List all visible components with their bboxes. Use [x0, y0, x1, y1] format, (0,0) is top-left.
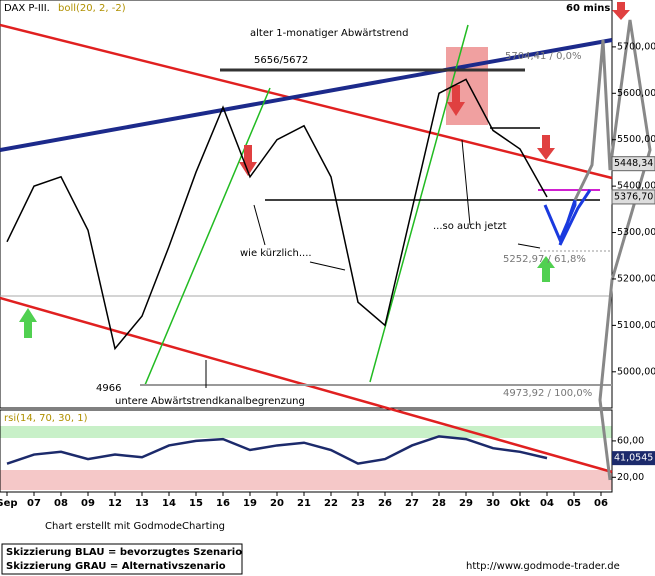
rsi-label: rsi(14, 70, 30, 1): [4, 413, 88, 424]
x-tick-label: 16: [216, 498, 230, 509]
price-tag-box: [611, 156, 655, 172]
annotation: alter 1-monatiger Abwärtstrend: [250, 28, 408, 39]
x-tick-label: 15: [189, 498, 203, 509]
x-tick-label: 30: [486, 498, 500, 509]
annotation: 4973,92 / 100,0%: [503, 388, 592, 399]
rsi-oversold-band: [0, 470, 612, 490]
footer: Skizzierung GRAU = Alternativszenario: [6, 561, 226, 572]
y2-tick-label: 20,00: [617, 472, 644, 483]
price-tag: 5448,34: [614, 158, 653, 169]
footer: Chart erstellt mit GodmodeCharting: [45, 521, 225, 532]
annotation: 5252,97 / 61,8%: [503, 254, 586, 265]
x-tick-label: 19: [243, 498, 257, 509]
x-tick-label: 14: [162, 498, 176, 509]
x-tick-label: 09: [81, 498, 95, 509]
annotation: 5656/5672: [254, 55, 308, 66]
y-tick-label: 5400,00: [617, 181, 655, 192]
rsi-line: [6, 435, 548, 465]
x-tick-label: 13: [135, 498, 149, 509]
x-tick-label: 04: [540, 498, 554, 509]
price-panel: [0, 0, 613, 409]
annotation: ...so auch jetzt: [433, 221, 507, 232]
footer: Skizzierung BLAU = bevorzugtes Szenario: [6, 547, 242, 558]
x-tick-label: 27: [405, 498, 419, 509]
x-tick-label: 26: [378, 498, 392, 509]
x-tick-label: 22: [324, 498, 338, 509]
x-tick-label: 07: [27, 498, 41, 509]
green-trend: [144, 87, 271, 386]
downtrend-line: [0, 23, 613, 180]
rsi-overbought-band: [0, 426, 612, 438]
arrows: [239, 2, 630, 176]
timeframe: 60 mins: [566, 3, 610, 14]
x-tick-label: 12: [108, 498, 122, 509]
legend-box: [1, 543, 243, 575]
x-tick-label: 29: [459, 498, 473, 509]
x-tick-label: 28: [432, 498, 446, 509]
y-tick-label: 5500,00: [617, 134, 655, 145]
annotation: wie kürzlich....: [240, 248, 312, 259]
y-tick-label: 5100,00: [617, 320, 655, 331]
uptrend-line: [0, 38, 613, 152]
arrows: [19, 256, 555, 338]
gray-scenario: [573, 19, 652, 481]
x-tick-label: Sep: [0, 498, 18, 509]
x-tick-label: 06: [594, 498, 608, 509]
rsi-tag: 41,0545: [614, 453, 653, 464]
chart-title: DAX P-III.: [4, 3, 50, 14]
x-tick-label: 05: [567, 498, 581, 509]
annotation: 4966: [96, 383, 121, 394]
x-tick-label: 08: [54, 498, 68, 509]
rsi-tag-box: [612, 451, 655, 466]
x-tick-label: 20: [270, 498, 284, 509]
annotation: untere Abwärtstrendkanalbegrenzung: [115, 396, 305, 407]
y-tick-label: 5000,00: [617, 366, 655, 377]
y-tick-label: 5200,00: [617, 273, 655, 284]
price-line: [6, 78, 548, 351]
x-tick-label: Okt: [510, 498, 530, 509]
price-tag-box: [611, 189, 655, 205]
y-tick-label: 5300,00: [617, 227, 655, 238]
y-tick-label: 5600,00: [617, 88, 655, 99]
y2-tick-label: 60,00: [617, 435, 644, 446]
annotation: 5704,41 / 0,0%: [505, 51, 581, 62]
rsi-panel: [0, 409, 613, 493]
x-tick-label: 21: [297, 498, 311, 509]
footer: http://www.godmode-trader.de: [466, 561, 620, 572]
price-tag: 5376,70: [614, 191, 653, 202]
y-tick-label: 5700,00: [617, 41, 655, 52]
pointer-lines: [205, 139, 541, 388]
x-tick-label: 23: [351, 498, 365, 509]
indicator-label: boll(20, 2, -2): [58, 3, 126, 14]
